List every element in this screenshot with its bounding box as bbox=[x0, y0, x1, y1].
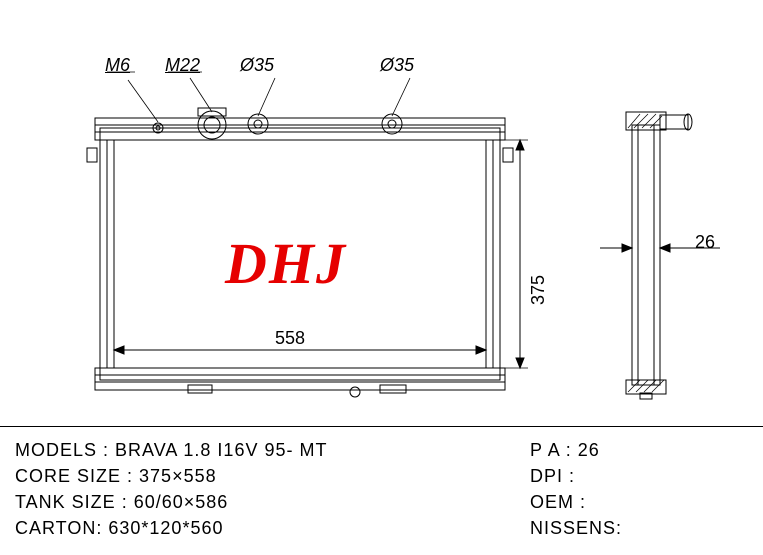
callout-d35b: Ø35 bbox=[380, 55, 414, 76]
spec-left-col: MODELS : BRAVA 1.8 I16V 95- MT CORE SIZE… bbox=[15, 437, 327, 541]
thickness-dim-label: 26 bbox=[695, 232, 715, 253]
spec-row: TANK SIZE : 60/60×586 bbox=[15, 489, 327, 515]
callout-m22: M22 bbox=[165, 55, 200, 76]
callout-m6: M6 bbox=[105, 55, 130, 76]
side-view bbox=[600, 112, 720, 399]
height-dim-label: 375 bbox=[528, 275, 549, 305]
spec-row: P A : 26 bbox=[530, 437, 622, 463]
spec-row: NISSENS: bbox=[530, 515, 622, 541]
diagram-area: 558 375 26 M6 M22 Ø35 Ø35 DHJ bbox=[0, 0, 763, 440]
width-dim-label: 558 bbox=[275, 328, 305, 349]
spec-row: DPI : bbox=[530, 463, 622, 489]
spec-row: MODELS : BRAVA 1.8 I16V 95- MT bbox=[15, 437, 327, 463]
spec-row: OEM : bbox=[530, 489, 622, 515]
spec-right-col: P A : 26 DPI : OEM : NISSENS: bbox=[530, 437, 622, 541]
spec-block: MODELS : BRAVA 1.8 I16V 95- MT CORE SIZE… bbox=[0, 426, 763, 555]
spec-row: CARTON: 630*120*560 bbox=[15, 515, 327, 541]
callout-d35a: Ø35 bbox=[240, 55, 274, 76]
spec-row: CORE SIZE : 375×558 bbox=[15, 463, 327, 489]
watermark-text: DHJ bbox=[225, 230, 347, 297]
